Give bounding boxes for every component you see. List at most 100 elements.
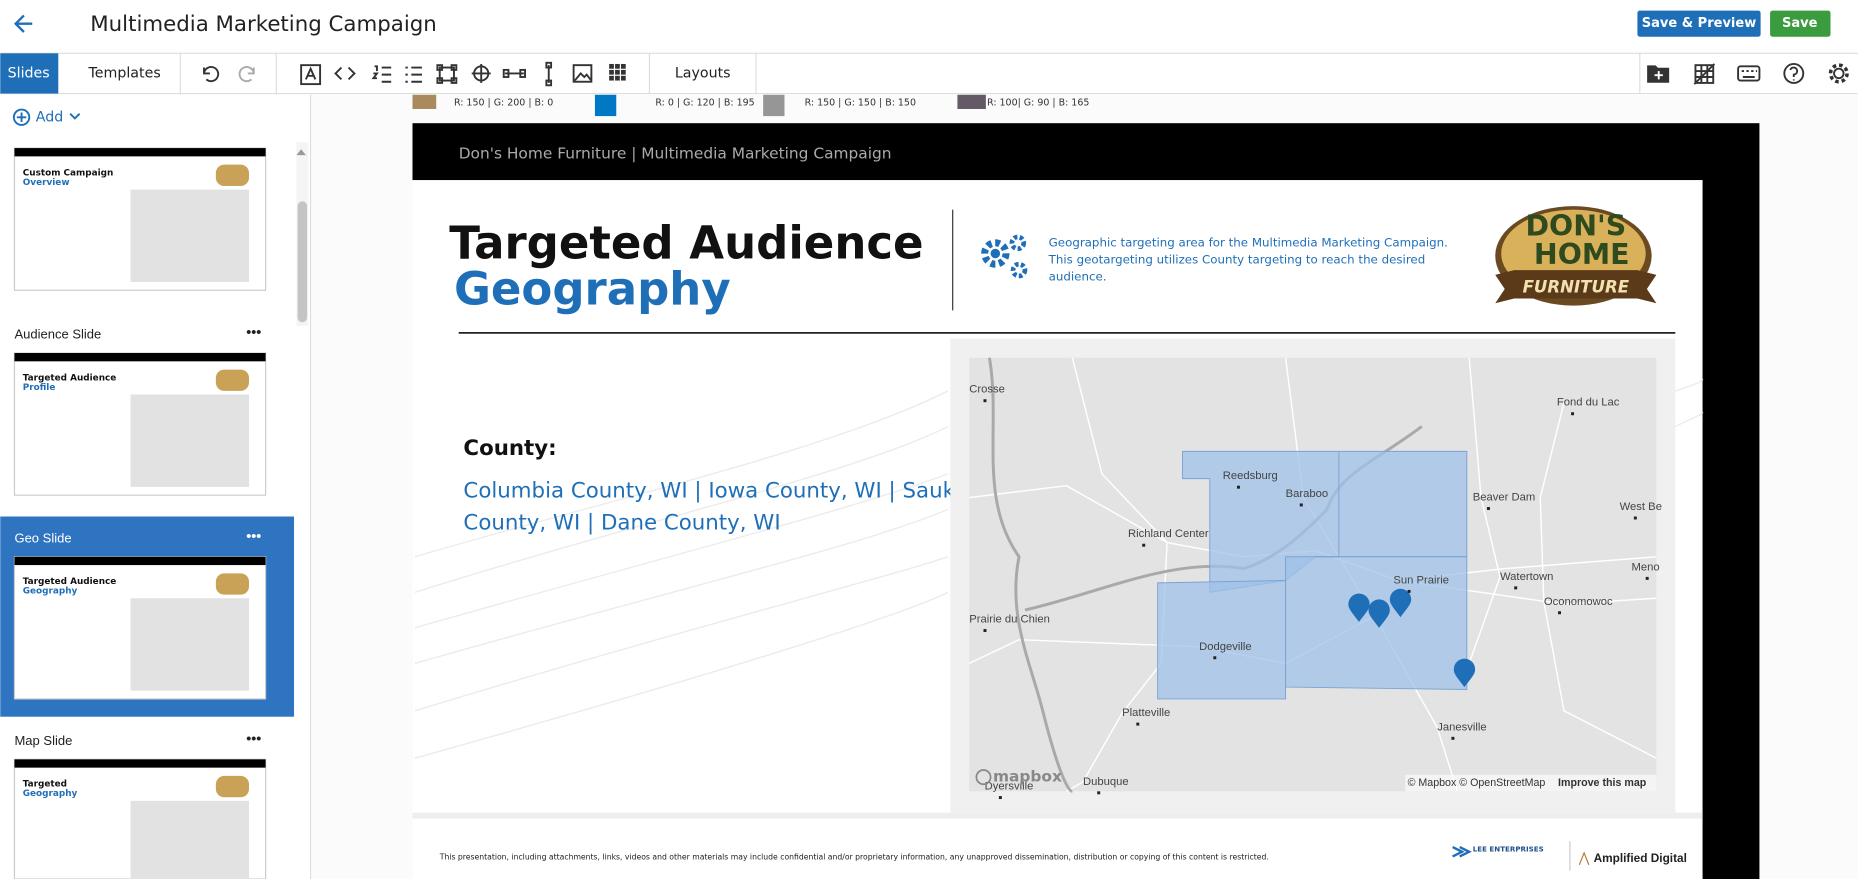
slides-tab-label[interactable]: Slides [8,65,50,81]
undo[interactable] [203,66,220,83]
path-shape [471,63,491,83]
save-button[interactable] [1770,10,1831,37]
thumbnail-logo [215,573,250,595]
rect-shape [572,64,593,83]
place-dot [1558,611,1562,615]
thumbnail-title: Custom Campaign [23,168,114,178]
place-dot [1571,412,1575,416]
rect-shape [1405,774,1657,792]
scrollbar[interactable] [297,201,308,323]
path-shape [1675,411,1704,428]
place-label: Sun Prairie [1393,574,1449,586]
circle-shape [1783,63,1805,84]
rect-shape [545,79,553,87]
rect-shape [609,75,614,81]
add-icon[interactable] [12,108,31,126]
rect-shape [300,64,322,86]
g-shape: Crosse Fond du Lac Reedsburg Baraboo Beaver … [969,384,1662,800]
rect-shape [450,77,458,84]
preview-button[interactable] [1637,10,1761,37]
rect-shape [620,63,626,69]
rect-shape [436,77,444,84]
path-shape [1578,851,1590,866]
slide-menu[interactable]: ••• [246,731,261,747]
place-label: Fond du Lac [1557,397,1620,409]
rect-shape [436,64,444,71]
place-dot [983,399,987,403]
thumbnail-subtitle: Geography [23,587,78,597]
slide-banner: Don's Home Furniture | Multimedia Market… [459,145,892,163]
path-shape [1157,579,1287,700]
slide-label[interactable]: Map Slide [14,733,72,748]
thumbnail-title: Targeted [23,780,67,790]
path-shape [334,66,356,81]
g-shape: Geographic targeting area for the Multim… [1048,235,1448,283]
right-tools[interactable] [1647,63,1849,85]
g-shape [414,378,1704,759]
add-button[interactable]: Add [36,109,64,125]
redo[interactable] [238,66,255,83]
rect-shape [519,68,526,78]
path-shape [1789,66,1799,81]
place-label: West Be [1620,501,1662,513]
circle-shape [1828,63,1849,84]
thumbnail-logo [215,775,250,798]
thumbnail-subtitle: Profile [23,383,56,393]
path-shape [405,66,422,83]
path-shape [414,556,949,712]
county-line: County, WI | Dane County, WI [463,511,780,536]
place-dot [1633,516,1637,520]
rect-shape [620,69,626,75]
logo-line: HOME [1534,238,1630,271]
map-improve-link[interactable]: Improve this map [1558,777,1647,789]
place-dot [1237,485,1240,489]
rect-shape [615,63,620,69]
place-dot [1213,656,1217,660]
grid-icon[interactable] [609,63,626,81]
rect-shape [615,75,620,81]
color-swatches: R: 150 | G: 200 | B: 0 R: 0 | G: 120 | B:… [412,94,1089,117]
thumbnail-banner [14,759,266,768]
path-shape [574,72,593,82]
place-label: Oconomowoc [1544,596,1613,608]
slide-menu[interactable]: ••• [246,325,261,341]
path-shape [1452,845,1472,858]
map-brand: mapbox [993,768,1062,786]
place-dot [983,629,987,633]
path-shape [16,112,27,123]
rect-shape [615,69,620,75]
templates-tab[interactable]: Templates [88,65,161,81]
slide-menu[interactable]: ••• [246,528,261,544]
path-shape [1468,357,1501,664]
footer-note: This presentation, including attachments… [439,853,1269,862]
circle-shape [1010,261,1028,279]
slides-tab[interactable] [0,53,59,94]
place-dot [1299,503,1303,507]
place-label: Crosse [969,384,1005,396]
path-shape [1389,588,1412,618]
preview-label[interactable]: Save & Preview [1642,16,1756,31]
thumbnail-subtitle: Geography [23,789,78,799]
save-label[interactable]: Save [1782,16,1818,31]
place-label: Janesville [1437,721,1486,733]
place-dot [1451,736,1455,740]
slide-title: Targeted Audience [449,216,923,269]
place-dot [1097,791,1101,795]
doc-title: Multimedia Marketing Campaign [90,12,437,37]
swatch [412,94,437,109]
back-button[interactable] [13,14,33,33]
slide-label[interactable]: Audience Slide [14,327,101,342]
path-shape [1693,63,1716,85]
map-attribution[interactable]: © Mapbox © OpenStreetMap [1408,777,1546,789]
slide-label[interactable]: Geo Slide [14,530,71,545]
circle-shape [1009,234,1027,252]
place-label: Richland Center [1128,528,1209,540]
path-shape [371,65,392,83]
layouts-button[interactable]: Layouts [675,65,731,81]
county-label: County: [463,436,556,461]
rect-shape [450,64,458,71]
insert-tools[interactable] [300,61,593,87]
swatch [957,94,986,109]
path-shape [69,113,81,120]
